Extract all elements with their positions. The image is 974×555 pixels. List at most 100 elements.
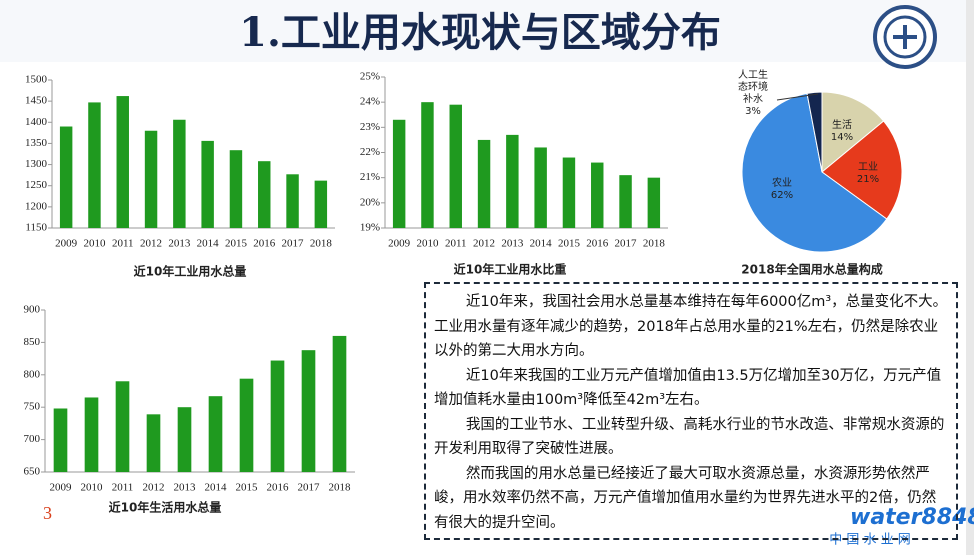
bar (173, 119, 186, 228)
x-tick-label: 2016 (586, 238, 609, 250)
y-tick-label: 1400 (25, 116, 48, 128)
x-tick-label: 2017 (615, 238, 638, 250)
bar (59, 126, 73, 228)
pie-label: 工业 21% (846, 162, 890, 186)
x-tick-label: 2010 (416, 238, 439, 250)
paragraph: 然而我国的用水总量已经接近了最大可取水资源总量，水资源形势依然严峻，用水效率仍然… (434, 465, 937, 531)
pie-slice (806, 91, 823, 173)
x-tick-label: 2010 (81, 482, 104, 494)
y-tick-label: 1300 (25, 158, 48, 170)
y-tick-label: 700 (24, 433, 41, 445)
y-tick-label: 1450 (25, 95, 48, 107)
y-tick-label: 850 (24, 336, 41, 348)
x-tick-label: 2017 (282, 238, 305, 250)
pie-value-label: 62% (770, 190, 794, 201)
bar (562, 157, 576, 228)
pie-value-label: 21% (856, 174, 880, 185)
x-tick-label: 2013 (168, 238, 191, 250)
y-tick-label: 1200 (25, 200, 48, 212)
bar (144, 130, 158, 228)
x-tick-label: 2016 (253, 238, 276, 250)
bar (116, 96, 129, 228)
bar (301, 350, 316, 472)
pie-leader (776, 93, 819, 101)
bar (332, 335, 347, 472)
x-tick-label: 2012 (143, 482, 165, 494)
bar (619, 175, 632, 228)
x-tick-label: 2012 (473, 238, 495, 250)
x-tick-label: 2018 (643, 238, 666, 250)
x-tick-label: 2015 (225, 238, 248, 250)
bar (201, 140, 214, 228)
pie-slice (821, 91, 885, 174)
bar (286, 174, 299, 228)
y-tick-label: 1250 (25, 179, 48, 191)
y-tick-label: 21% (360, 171, 380, 183)
bar (84, 397, 99, 472)
watermark: water8848.com (850, 505, 974, 530)
x-tick-label: 2011 (112, 238, 134, 250)
bar (506, 134, 519, 228)
x-tick-label: 2015 (558, 238, 581, 250)
x-tick-label: 2014 (205, 482, 228, 494)
x-tick-label: 2010 (83, 238, 106, 250)
bar (115, 381, 130, 472)
pie-label: 生活 14% (820, 120, 864, 144)
bar (53, 408, 68, 472)
pie-value-label: 14% (830, 132, 854, 143)
pie-category: 农业 (772, 178, 792, 189)
watermark-sub: 中 国 水 业 网 (829, 533, 911, 548)
y-tick-label: 650 (24, 466, 41, 478)
y-tick-label: 800 (24, 368, 41, 380)
pie-slice (821, 120, 903, 220)
pie-category: 工业 (858, 162, 878, 173)
x-tick-label: 2018 (329, 482, 352, 494)
x-tick-label: 2017 (298, 482, 321, 494)
bar (229, 150, 243, 228)
bar (477, 139, 491, 228)
x-tick-label: 2015 (236, 482, 259, 494)
slide-title: 1.工业用水现状与区域分布 (239, 9, 721, 56)
text-box: 近10年来，我国社会用水总量基本维持在每年6000亿m³，总量变化不大。工业用水… (424, 282, 958, 540)
chart-caption: 近10年生活用水总量 (109, 500, 222, 515)
y-tick-label: 23% (360, 121, 380, 133)
bar (421, 102, 434, 228)
pie-category: 人工生态环境补水 (738, 70, 768, 105)
bar (314, 180, 328, 228)
y-tick-label: 750 (24, 401, 41, 413)
bar (208, 396, 223, 472)
pie-category: 生活 (832, 120, 852, 131)
paragraph: 近10年来，我国社会用水总量基本维持在每年6000亿m³，总量变化不大。工业用水… (434, 294, 948, 359)
x-tick-label: 2009 (388, 238, 411, 250)
x-tick-label: 2012 (140, 238, 162, 250)
page-number: 3 (43, 503, 52, 523)
x-tick-label: 2009 (55, 238, 78, 250)
bar (534, 147, 547, 228)
pie-slice (741, 92, 888, 253)
y-tick-label: 20% (360, 196, 380, 208)
right-edge (966, 0, 974, 555)
y-tick-label: 22% (360, 146, 380, 158)
bar (591, 162, 604, 228)
x-tick-label: 2013 (174, 482, 197, 494)
x-tick-label: 2014 (197, 238, 220, 250)
chart-caption: 2018年全国用水总量构成 (741, 262, 882, 277)
y-tick-label: 900 (24, 304, 41, 316)
y-tick-label: 1500 (25, 74, 48, 86)
paragraph: 近10年来我国的工业万元产值增加值由13.5万亿增加至30万亿，万元产值增加值耗… (434, 367, 942, 409)
x-tick-label: 2009 (50, 482, 73, 494)
pie-label: 农业 62% (760, 178, 804, 202)
logo (873, 5, 937, 69)
x-tick-label: 2011 (445, 238, 467, 250)
pie-value-label: 3% (745, 106, 761, 117)
bar (239, 378, 254, 472)
paragraph: 我国的工业节水、工业转型升级、高耗水行业的节水改造、非常规水资源的开发利用取得了… (434, 416, 945, 458)
pie-label: 人工生态环境补水 3% (735, 70, 771, 118)
x-tick-label: 2014 (530, 238, 553, 250)
chart-caption: 近10年工业用水比重 (454, 262, 567, 277)
title-band (0, 0, 974, 62)
bar (449, 104, 462, 228)
y-tick-label: 1150 (25, 222, 47, 234)
